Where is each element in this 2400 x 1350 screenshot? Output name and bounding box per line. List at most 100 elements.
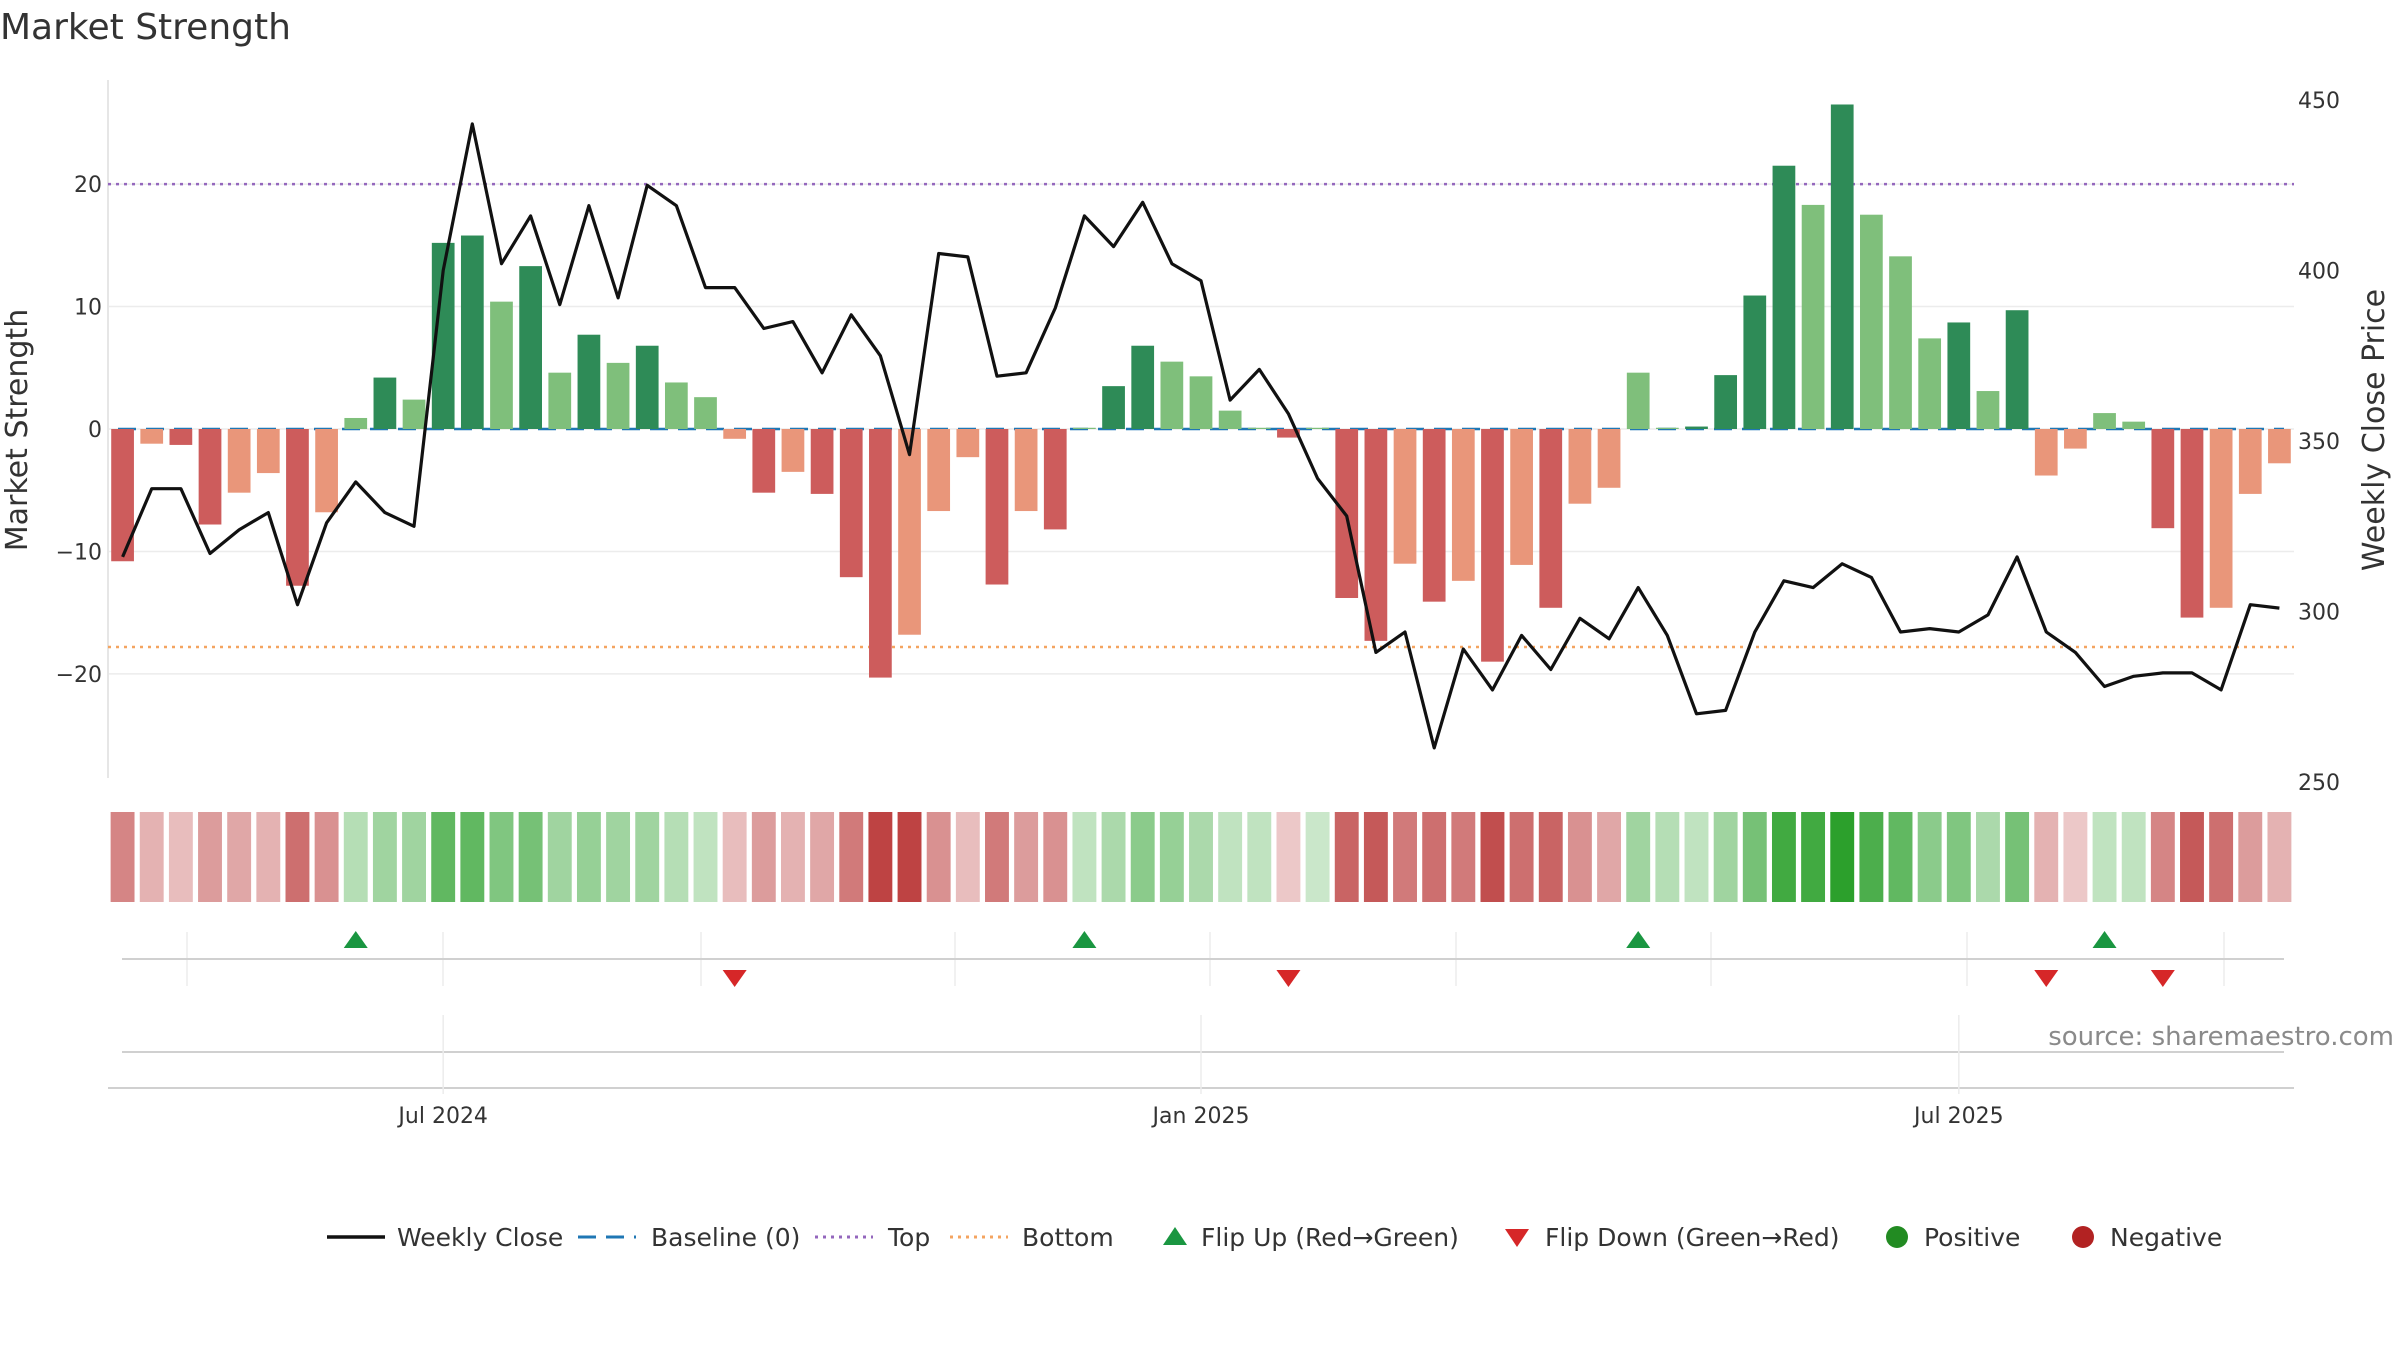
legend-positive-icon	[1886, 1226, 1908, 1248]
strength-bar	[1860, 214, 1883, 429]
strength-bar	[956, 429, 980, 458]
heat-cell	[1072, 812, 1097, 902]
heat-cell	[1655, 812, 1680, 902]
right-tick-label: 300	[2298, 601, 2340, 626]
legend-flip-down-icon	[1505, 1229, 1529, 1247]
heat-cell	[343, 812, 368, 902]
strength-bar	[315, 429, 338, 513]
heat-cell	[576, 812, 601, 902]
strength-bar	[1160, 361, 1184, 429]
heat-cell	[1305, 812, 1330, 902]
strength-bar	[169, 429, 193, 445]
legend-label: Weekly Close	[397, 1223, 563, 1252]
heat-cell	[2092, 812, 2117, 902]
heat-cell	[606, 812, 631, 902]
heat-cell	[2005, 812, 2030, 902]
strength-bar	[927, 429, 951, 512]
date-tick-label: Jul 2024	[396, 1104, 488, 1129]
heat-cell	[518, 812, 543, 902]
legend-label: Baseline (0)	[651, 1223, 800, 1252]
heat-cell	[897, 812, 922, 902]
strength-bar	[606, 362, 630, 429]
strength-bar	[985, 429, 1009, 585]
strength-bar	[2268, 429, 2291, 464]
strength-bar	[839, 429, 863, 578]
strength-bar	[548, 372, 572, 429]
strength-bar	[664, 382, 688, 429]
strength-bar	[198, 429, 222, 525]
strength-bar	[1830, 104, 1854, 430]
left-tick-label: 0	[88, 418, 102, 443]
heat-cell	[1159, 812, 1184, 902]
flip-up-marker	[1072, 931, 1097, 948]
heat-cell	[314, 812, 339, 902]
strength-bar	[402, 399, 426, 429]
strength-bar	[1947, 322, 1971, 429]
strength-heat-strip	[110, 812, 2292, 902]
flip-down-marker	[2034, 970, 2059, 987]
strength-bar	[1510, 429, 1533, 565]
strength-bar	[898, 429, 921, 635]
heat-cell	[693, 812, 718, 902]
strength-bar	[227, 429, 251, 493]
strength-bar	[1073, 427, 1096, 429]
heat-cell	[751, 812, 776, 902]
heat-cell	[1830, 812, 1855, 902]
heat-cell	[955, 812, 980, 902]
strength-bar	[1714, 375, 1738, 429]
strength-bar	[2064, 429, 2087, 449]
left-axis-label: Market Strength	[0, 309, 35, 551]
strength-bar	[1393, 429, 1417, 564]
heat-cell	[926, 812, 951, 902]
heat-cell	[1509, 812, 1534, 902]
strength-bar	[344, 417, 368, 429]
strength-bar	[1801, 204, 1825, 429]
left-tick-label: 20	[74, 173, 102, 198]
heat-cell	[168, 812, 193, 902]
strength-bar	[1306, 427, 1329, 429]
strength-bar	[1918, 338, 1942, 429]
heat-cell	[2034, 812, 2059, 902]
legend-label: Negative	[2110, 1223, 2222, 1252]
strength-bar	[1102, 386, 1125, 429]
legend-label: Positive	[1924, 1223, 2020, 1252]
strength-bar	[1189, 376, 1213, 429]
heat-cell	[1043, 812, 1068, 902]
heat-cell	[1888, 812, 1913, 902]
heat-cell	[1538, 812, 1563, 902]
heat-cell	[256, 812, 281, 902]
right-axis-ticks: 450 400 350 300 250	[2298, 89, 2340, 796]
strength-bar	[256, 429, 280, 474]
right-tick-label: 350	[2298, 430, 2340, 455]
strength-bar	[460, 235, 484, 429]
strength-bar	[490, 301, 513, 429]
left-tick-label: −10	[56, 540, 102, 565]
heat-cell	[2063, 812, 2088, 902]
heat-cell	[1422, 812, 1447, 902]
heat-cell	[1014, 812, 1039, 902]
heat-cell	[1597, 812, 1622, 902]
heat-cell	[635, 812, 660, 902]
heat-cell	[1801, 812, 1826, 902]
chart-title: Market Strength	[0, 7, 291, 48]
strength-bar	[1422, 429, 1446, 602]
flip-up-marker	[2092, 931, 2117, 948]
heat-cell	[431, 812, 456, 902]
strength-bar	[2209, 429, 2233, 608]
heat-cell	[810, 812, 835, 902]
heat-cell	[1771, 812, 1796, 902]
strength-bar	[752, 429, 776, 493]
strength-bar	[1568, 429, 1592, 504]
strength-bar	[1976, 391, 2000, 429]
heat-cell	[1976, 812, 2000, 902]
legend-label: Flip Up (Red→Green)	[1201, 1223, 1459, 1252]
strength-bar	[781, 429, 805, 472]
strength-bar	[2005, 310, 2029, 429]
strength-bar	[1043, 429, 1067, 530]
strength-bar	[1655, 427, 1679, 429]
strength-bar	[2093, 413, 2116, 429]
right-axis-label: Weekly Close Price	[2357, 289, 2392, 571]
heat-cell	[868, 812, 893, 902]
heat-cell	[402, 812, 426, 902]
